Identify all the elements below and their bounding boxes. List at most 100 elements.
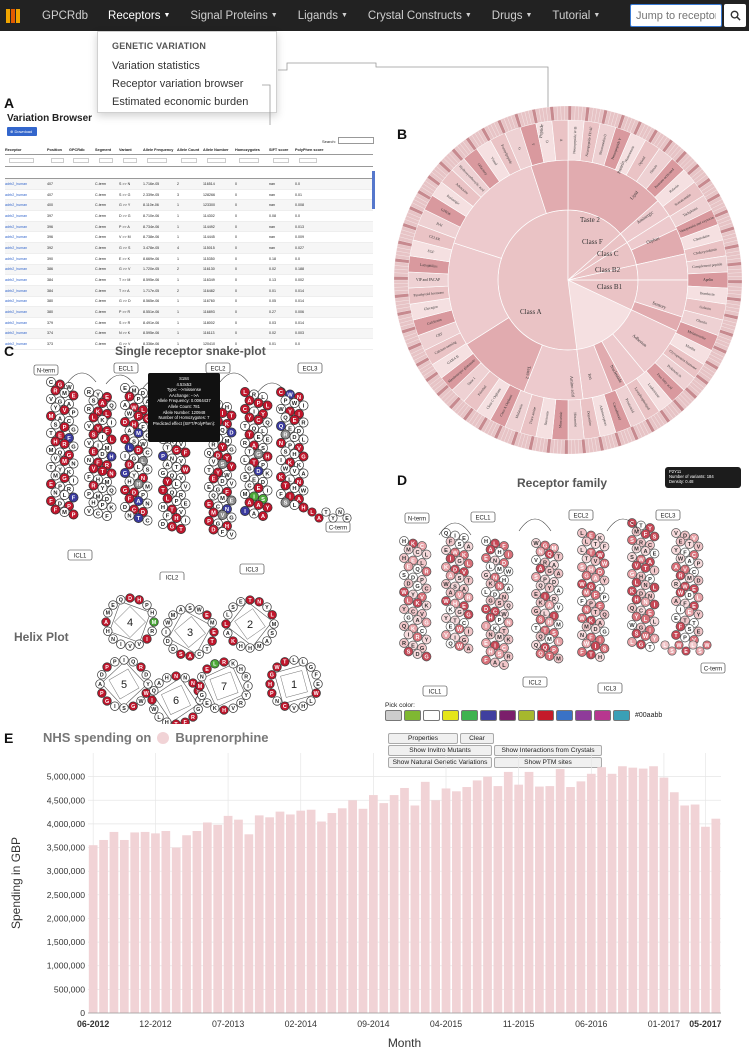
residue-circle[interactable]: Q [627, 603, 637, 613]
residue-circle[interactable]: C [194, 649, 204, 659]
residue-circle[interactable]: N [581, 604, 592, 615]
residue-circle[interactable]: A [244, 395, 255, 406]
residue-circle[interactable]: M [207, 618, 217, 628]
bar[interactable] [119, 839, 129, 1013]
residue-circle[interactable]: Y [262, 502, 273, 513]
residue-circle[interactable]: K [503, 634, 514, 645]
residue-circle[interactable]: R [503, 651, 514, 662]
residue-circle[interactable]: N [494, 581, 505, 591]
residue-circle[interactable]: C [421, 583, 432, 594]
residue-circle[interactable]: E [441, 545, 451, 555]
bar[interactable] [109, 831, 119, 1013]
residue-circle[interactable]: M [103, 608, 113, 618]
residue-circle[interactable]: S [399, 570, 409, 580]
residue-circle[interactable]: D [403, 578, 414, 589]
residue-circle[interactable]: G [544, 566, 555, 576]
residue-circle[interactable]: L [660, 640, 670, 650]
residue-circle[interactable]: C [280, 701, 290, 711]
residue-circle[interactable]: W [180, 464, 191, 475]
residue-circle[interactable]: M [59, 507, 70, 517]
residue-circle[interactable]: D [226, 427, 237, 438]
residue-circle[interactable]: T [640, 563, 651, 573]
residue-circle[interactable]: M [240, 489, 250, 499]
residue-circle[interactable]: I [675, 604, 686, 615]
table-row[interactable]: adrb2_human 407 C-term S >> G 2.339e-05 3 1282… [5, 190, 373, 201]
residue-circle[interactable]: S [267, 628, 277, 638]
table-row[interactable]: adrb2_human 379 C-term S >> R 8.491e-06 1 1180… [5, 318, 373, 329]
residue-circle[interactable]: W [276, 404, 286, 414]
residue-circle[interactable]: W [640, 631, 651, 641]
residue-circle[interactable]: R [298, 417, 309, 428]
residue-circle[interactable]: T [207, 636, 217, 646]
bar[interactable] [213, 824, 223, 1013]
residue-circle[interactable]: D [168, 644, 178, 654]
table-row[interactable]: adrb2_human 407 C-term S >> N 1.716e-05 2 1165… [5, 179, 373, 190]
residue-circle[interactable]: G [267, 670, 277, 680]
color-swatch[interactable] [537, 710, 554, 721]
residue-circle[interactable]: M [46, 411, 56, 421]
table-scrollbar[interactable] [372, 171, 375, 209]
residue-circle[interactable]: E [209, 627, 219, 637]
residue-circle[interactable]: S [185, 603, 195, 613]
residue-circle[interactable]: Y [671, 545, 681, 555]
bar[interactable] [493, 786, 503, 1013]
residue-circle[interactable]: I [481, 621, 491, 631]
residue-circle[interactable]: N [640, 580, 651, 590]
residue-circle[interactable]: H [245, 643, 255, 653]
residue-circle[interactable]: E [204, 482, 214, 492]
bar[interactable] [88, 845, 98, 1013]
residue-circle[interactable]: H [236, 641, 246, 651]
residue-circle[interactable]: G [403, 612, 414, 623]
sunburst-receptor-segment[interactable] [727, 279, 743, 284]
residue-circle[interactable]: H [481, 536, 491, 546]
bar[interactable] [711, 818, 721, 1013]
residue-circle[interactable]: C [142, 515, 153, 526]
residue-circle[interactable]: E [445, 621, 456, 632]
residue-circle[interactable]: G [481, 570, 491, 580]
residue-circle[interactable]: D [217, 476, 228, 486]
residue-circle[interactable]: C [244, 480, 255, 491]
residue-circle[interactable]: T [240, 421, 250, 431]
residue-circle[interactable]: L [124, 442, 135, 453]
sunburst-receptor-segment[interactable] [727, 272, 743, 277]
sunburst-receptor-segment[interactable] [564, 439, 569, 455]
color-swatch[interactable] [575, 710, 592, 721]
residue-circle[interactable]: E [262, 434, 273, 445]
residue-circle[interactable]: K [97, 415, 108, 425]
residue-circle[interactable]: C [142, 447, 153, 458]
residue-circle[interactable]: S [454, 573, 465, 583]
residue-circle[interactable]: R [675, 570, 686, 581]
residue-circle[interactable]: V [134, 639, 144, 649]
residue-circle[interactable]: H [103, 626, 113, 636]
residue-circle[interactable]: G [128, 701, 138, 711]
residue-circle[interactable]: I [463, 626, 474, 637]
residue-circle[interactable]: V [631, 560, 642, 571]
residue-circle[interactable]: V [226, 529, 237, 540]
residue-circle[interactable]: F [50, 504, 61, 515]
residue-circle[interactable]: T [171, 719, 181, 724]
residue-circle[interactable]: I [403, 629, 414, 640]
residue-circle[interactable]: E [289, 415, 300, 425]
residue-circle[interactable]: N [84, 455, 94, 465]
residue-circle[interactable]: V [84, 438, 94, 448]
residue-circle[interactable]: L [306, 696, 316, 706]
residue-circle[interactable]: Q [116, 595, 126, 605]
residue-circle[interactable]: T [280, 480, 291, 491]
bar[interactable] [586, 773, 596, 1013]
residue-circle[interactable]: A [176, 605, 186, 615]
residue-circle[interactable]: R [188, 712, 198, 722]
table-cell[interactable]: adrb2_human [5, 331, 28, 336]
residue-circle[interactable]: I [161, 627, 171, 637]
table-cell[interactable]: adrb2_human [5, 224, 28, 229]
residue-circle[interactable]: D [97, 670, 107, 680]
residue-circle[interactable]: L [499, 660, 509, 670]
residue-circle[interactable]: W [531, 538, 541, 548]
residue-circle[interactable]: L [223, 610, 233, 620]
residue-circle[interactable]: S [88, 395, 99, 406]
residue-circle[interactable]: H [124, 476, 135, 487]
table-cell[interactable]: adrb2_human [5, 245, 28, 250]
residue-circle[interactable]: V [180, 481, 191, 492]
column-filter-input[interactable] [207, 158, 227, 163]
residue-circle[interactable]: S [176, 649, 186, 659]
residue-circle[interactable]: K [421, 600, 432, 611]
